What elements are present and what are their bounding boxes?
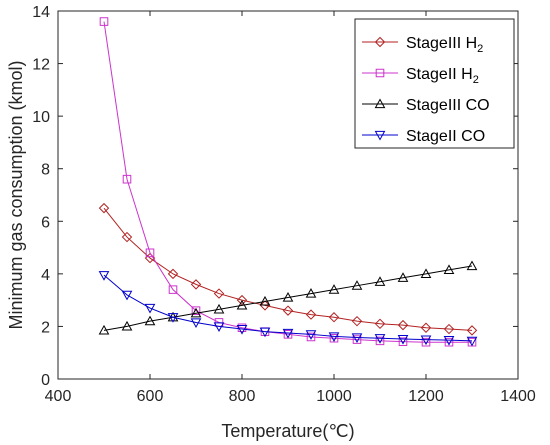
series-2-point-6 <box>236 299 248 310</box>
legend: StageIII H2 StageII H2 StageIII CO StageII … <box>354 18 515 149</box>
series-0-point-1 <box>121 231 133 243</box>
series-1-point-9 <box>306 332 316 342</box>
series-2-point-13 <box>397 272 409 282</box>
series-2-point-15 <box>443 264 455 275</box>
x-axis-label: Temperature(℃) <box>221 421 354 441</box>
series-2-point-10 <box>328 284 340 294</box>
series-2-point-5 <box>213 303 225 314</box>
series-1-point-3 <box>168 285 178 294</box>
series-2-point-7 <box>259 295 271 306</box>
series-2-point-9 <box>305 288 317 298</box>
series-0-point-5 <box>213 288 225 299</box>
series-1-point-11 <box>352 335 362 344</box>
x-tick-label-600: 600 <box>137 388 164 405</box>
series-1-point-10 <box>329 333 339 343</box>
series-1-point-14 <box>421 337 431 347</box>
series-0-point-8 <box>282 305 294 316</box>
x-tick-label-400: 400 <box>45 388 72 405</box>
series-0-point-11 <box>351 315 363 327</box>
series-0-point-13 <box>397 319 409 331</box>
series-3-point-7 <box>259 327 271 338</box>
series-3-point-3 <box>167 313 179 323</box>
series-line-3 <box>103 274 473 342</box>
y-tick-label-2: 2 <box>41 319 50 336</box>
series-1-point-15 <box>444 337 454 347</box>
series-line-1 <box>103 21 472 343</box>
y-tick-label-12: 12 <box>32 57 50 74</box>
series-3-point-11 <box>351 333 363 343</box>
series-line-2 <box>103 265 473 331</box>
series-1-point-2 <box>145 248 155 258</box>
series-0-point-3 <box>167 268 179 280</box>
series-2-point-16 <box>466 260 478 271</box>
legend-label-0: StageIII H2 <box>406 35 483 55</box>
y-axis-label: Minimum gas consumption (kmol) <box>6 60 26 329</box>
ticks-layer: 400 600 800 1000 1200 1400 0 2 4 6 8 10 12 14 <box>32 4 536 405</box>
series-3-point-9 <box>305 330 317 340</box>
series-0-point-7 <box>259 300 271 311</box>
plot-frame <box>57 10 519 380</box>
series-1-point-16 <box>467 337 477 347</box>
series-3-point-1 <box>121 290 133 301</box>
series-1-point-4 <box>191 306 201 315</box>
legend-marker-2 <box>374 98 386 109</box>
series-1-point-13 <box>398 337 408 346</box>
series-0-point-14 <box>420 322 432 333</box>
series-1-point-12 <box>375 336 385 346</box>
legend-box <box>354 18 515 149</box>
series-1-point-0 <box>99 17 109 26</box>
y-tick-label-6: 6 <box>41 214 50 231</box>
series-2-point-1 <box>121 320 133 331</box>
x-tick-label-800: 800 <box>229 388 256 405</box>
series-3-point-6 <box>236 324 248 335</box>
series-0-point-4 <box>190 279 202 290</box>
legend-marker-0 <box>374 36 386 48</box>
y-tick-label-8: 8 <box>41 162 50 179</box>
series-2-point-14 <box>420 268 432 278</box>
series-3-point-8 <box>282 328 294 339</box>
series-3-point-0 <box>98 271 110 281</box>
series-3-point-5 <box>213 322 225 332</box>
series-2-point-0 <box>98 324 110 335</box>
series-3-point-12 <box>374 334 386 344</box>
series-1-point-8 <box>283 330 293 339</box>
series-3-point-2 <box>144 303 156 314</box>
series-3-point-16 <box>466 336 478 347</box>
series-0-point-9 <box>305 309 317 320</box>
series-3-point-10 <box>328 332 340 342</box>
x-tick-label-1400: 1400 <box>500 388 536 405</box>
legend-marker-3 <box>374 130 386 141</box>
series-0-point-16 <box>466 325 478 336</box>
legend-label-3: StageII CO <box>406 128 485 145</box>
y-tick-label-4: 4 <box>41 267 50 284</box>
x-tick-label-1000: 1000 <box>316 388 352 405</box>
series-0-point-6 <box>236 294 248 306</box>
y-tick-label-0: 0 <box>41 372 50 389</box>
legend-label-2: StageIII CO <box>406 97 490 114</box>
x-tick-label-1200: 1200 <box>408 388 444 405</box>
legend-marker-1 <box>375 68 385 78</box>
legend-label-1: StageII H2 <box>406 66 479 86</box>
series-0-point-0 <box>98 202 110 214</box>
series-line-0 <box>103 207 473 331</box>
series-2-point-8 <box>282 291 294 302</box>
series-3-point-15 <box>443 335 455 346</box>
series-2-point-4 <box>190 307 202 318</box>
series-0-point-15 <box>443 323 455 335</box>
series-3-point-13 <box>397 334 409 345</box>
y-tick-label-14: 14 <box>32 4 50 21</box>
series-2-point-2 <box>144 315 156 326</box>
series-3-point-14 <box>420 335 432 346</box>
series-0-point-12 <box>374 318 386 330</box>
series-0-point-10 <box>328 312 340 323</box>
series-2-point-11 <box>351 280 363 290</box>
y-tick-label-10: 10 <box>32 109 50 126</box>
series-2-point-12 <box>374 276 386 286</box>
series-1-point-1 <box>122 174 132 184</box>
series-layer <box>98 17 478 347</box>
series-3-point-4 <box>190 318 202 329</box>
